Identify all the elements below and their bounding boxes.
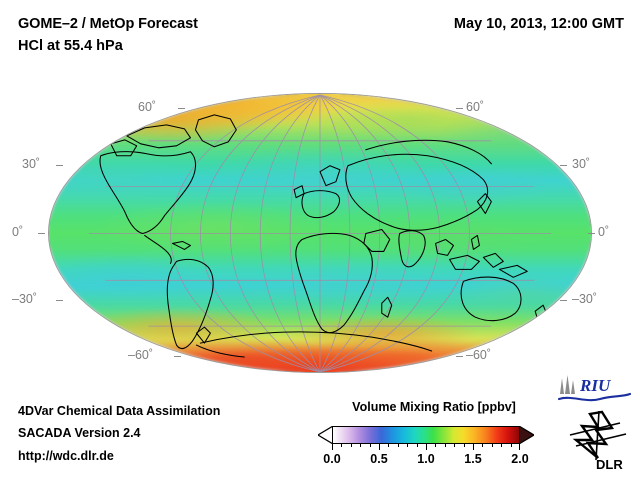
cb-minor [464, 444, 465, 447]
colorbar-tick-marks [332, 444, 520, 450]
footer-version-label: SACADA Version 2.4 [18, 426, 141, 440]
colorbar-title: Volume Mixing Ratio [ppbv] [352, 400, 516, 414]
colorbar-label-4: 2.0 [511, 452, 529, 466]
lat-tick-left-0 [38, 233, 45, 234]
cb-minor [435, 444, 436, 447]
lat-label-right-0: 0˚ [598, 225, 610, 239]
mollweide-globe [48, 93, 592, 373]
lat-label-left-60: 60˚ [138, 100, 157, 114]
cb-tick-3 [473, 444, 474, 450]
lat-tick-right-30 [560, 165, 567, 166]
lat-tick-right-m30 [560, 300, 567, 301]
cb-tick-4 [519, 444, 520, 450]
cb-minor [398, 444, 399, 447]
cb-minor [417, 444, 418, 447]
footer-url-link[interactable]: http://wdc.dlr.de [18, 449, 114, 463]
colorbar [312, 424, 540, 450]
colorbar-overflow-arrow-icon [519, 426, 534, 444]
cb-minor [501, 444, 502, 447]
lat-tick-left-30 [56, 165, 63, 166]
cb-minor [370, 444, 371, 447]
colorbar-gradient [332, 426, 520, 444]
cb-minor [454, 444, 455, 447]
lat-tick-left-m60 [174, 356, 181, 357]
timestamp-label: May 10, 2013, 12:00 GMT [453, 16, 624, 32]
lat-label-left-0: 0˚ [12, 225, 24, 239]
dlr-wordmark: DLR [596, 457, 623, 472]
globe-clip [48, 93, 592, 373]
lat-label-left-30: 30˚ [22, 157, 41, 171]
cb-minor [482, 444, 483, 447]
lat-label-right-m60: ‒60˚ [466, 348, 492, 362]
riu-wordmark: RIU [579, 376, 611, 395]
map-panel: 60˚ 30˚ 0˚ ‒30˚ ‒60˚ 60˚ 30˚ 0˚ ‒30˚ ‒60… [0, 70, 640, 390]
lat-label-left-m30: ‒30˚ [12, 292, 38, 306]
cb-minor [407, 444, 408, 447]
page-subtitle: HCl at 55.4 hPa [18, 38, 123, 54]
cb-minor [351, 444, 352, 447]
riu-logo: RIU [557, 375, 632, 402]
cb-minor [341, 444, 342, 447]
colorbar-label-1: 0.5 [370, 452, 388, 466]
footer-method-label: 4DVar Chemical Data Assimilation [18, 404, 221, 418]
lat-label-right-m30: ‒30˚ [572, 292, 598, 306]
cb-tick-0 [332, 444, 333, 450]
lat-label-right-60: 60˚ [466, 100, 485, 114]
cb-minor [445, 444, 446, 447]
page-title: GOME–2 / MetOp Forecast [18, 16, 198, 32]
cb-minor [511, 444, 512, 447]
lat-label-left-m60: ‒60˚ [128, 348, 154, 362]
colorbar-label-2: 1.0 [417, 452, 435, 466]
lat-tick-right-60 [456, 108, 463, 109]
lat-tick-right-m60 [456, 356, 463, 357]
colorbar-label-0: 0.0 [323, 452, 341, 466]
colorbar-label-3: 1.5 [464, 452, 482, 466]
colorbar-underflow-arrow-icon [318, 426, 333, 444]
lat-label-right-30: 30˚ [572, 157, 591, 171]
cb-minor [492, 444, 493, 447]
lat-tick-left-60 [178, 108, 185, 109]
lat-tick-right-0 [588, 233, 595, 234]
dlr-logo: DLR [569, 410, 627, 472]
cb-tick-2 [426, 444, 427, 450]
lat-tick-left-m30 [56, 300, 63, 301]
coastline-overlay [99, 114, 548, 358]
cb-minor [388, 444, 389, 447]
cb-minor [360, 444, 361, 447]
cb-tick-1 [379, 444, 380, 450]
